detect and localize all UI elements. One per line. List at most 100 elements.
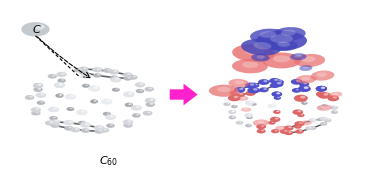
Circle shape xyxy=(274,84,278,86)
Circle shape xyxy=(309,126,316,130)
Circle shape xyxy=(301,114,303,115)
Circle shape xyxy=(249,101,252,103)
Circle shape xyxy=(257,129,266,133)
Ellipse shape xyxy=(275,126,288,131)
Circle shape xyxy=(294,125,302,129)
Ellipse shape xyxy=(301,77,310,81)
Ellipse shape xyxy=(295,75,316,84)
Circle shape xyxy=(128,124,131,125)
Circle shape xyxy=(145,98,156,103)
Circle shape xyxy=(320,122,327,126)
Circle shape xyxy=(321,92,325,94)
Circle shape xyxy=(65,94,76,100)
Ellipse shape xyxy=(240,97,245,99)
Ellipse shape xyxy=(257,55,265,59)
Circle shape xyxy=(90,99,98,103)
Circle shape xyxy=(284,130,288,132)
Circle shape xyxy=(316,86,327,92)
Circle shape xyxy=(231,105,238,108)
Circle shape xyxy=(298,86,311,92)
Text: $\mathit{C}$: $\mathit{C}$ xyxy=(32,23,41,35)
Circle shape xyxy=(146,102,155,107)
Circle shape xyxy=(56,72,67,77)
Circle shape xyxy=(309,127,312,128)
Circle shape xyxy=(292,88,301,93)
Circle shape xyxy=(239,88,244,90)
Circle shape xyxy=(110,115,114,117)
Ellipse shape xyxy=(254,42,272,50)
Circle shape xyxy=(288,126,292,128)
Ellipse shape xyxy=(281,30,296,36)
Circle shape xyxy=(236,121,244,125)
Circle shape xyxy=(304,102,306,103)
Circle shape xyxy=(94,100,97,101)
Ellipse shape xyxy=(245,47,264,55)
Circle shape xyxy=(298,86,311,92)
Circle shape xyxy=(305,126,313,130)
Circle shape xyxy=(56,94,63,98)
Circle shape xyxy=(54,124,58,125)
Circle shape xyxy=(50,123,60,128)
Circle shape xyxy=(128,103,132,105)
Circle shape xyxy=(79,70,88,75)
Circle shape xyxy=(109,69,119,75)
Circle shape xyxy=(254,84,258,85)
Circle shape xyxy=(50,119,60,125)
Circle shape xyxy=(229,116,236,119)
Circle shape xyxy=(272,104,275,106)
Circle shape xyxy=(278,80,282,82)
Circle shape xyxy=(232,116,235,118)
Circle shape xyxy=(88,86,100,91)
Circle shape xyxy=(312,119,316,120)
Circle shape xyxy=(103,68,112,73)
Circle shape xyxy=(316,105,325,110)
Circle shape xyxy=(249,116,251,118)
Ellipse shape xyxy=(228,79,249,87)
Circle shape xyxy=(271,129,279,133)
Circle shape xyxy=(303,82,307,84)
Circle shape xyxy=(85,129,88,131)
Circle shape xyxy=(234,96,239,98)
Circle shape xyxy=(301,101,307,105)
Ellipse shape xyxy=(236,96,248,101)
Ellipse shape xyxy=(329,92,342,97)
Circle shape xyxy=(94,129,104,134)
Circle shape xyxy=(115,88,119,90)
Circle shape xyxy=(81,73,91,78)
Circle shape xyxy=(223,102,231,106)
Circle shape xyxy=(321,87,325,89)
Circle shape xyxy=(316,91,327,97)
Circle shape xyxy=(317,118,324,121)
Circle shape xyxy=(127,73,131,75)
Circle shape xyxy=(112,88,120,92)
Circle shape xyxy=(297,125,300,127)
Circle shape xyxy=(94,125,104,130)
Circle shape xyxy=(85,123,89,125)
Circle shape xyxy=(249,83,259,88)
Circle shape xyxy=(300,96,305,98)
Ellipse shape xyxy=(290,53,307,60)
Circle shape xyxy=(277,82,282,84)
Circle shape xyxy=(150,103,153,105)
Circle shape xyxy=(297,110,301,112)
Circle shape xyxy=(245,91,256,96)
Circle shape xyxy=(334,106,337,108)
Circle shape xyxy=(253,103,256,104)
Circle shape xyxy=(272,91,282,97)
Circle shape xyxy=(110,124,113,126)
Circle shape xyxy=(70,127,80,132)
Ellipse shape xyxy=(303,66,308,69)
Circle shape xyxy=(140,90,143,91)
Ellipse shape xyxy=(278,42,290,47)
Circle shape xyxy=(147,111,151,113)
Circle shape xyxy=(316,86,327,92)
Circle shape xyxy=(291,79,303,85)
Circle shape xyxy=(271,81,283,87)
Circle shape xyxy=(324,105,326,106)
Circle shape xyxy=(259,87,269,92)
Circle shape xyxy=(49,116,58,120)
Circle shape xyxy=(25,95,34,100)
Circle shape xyxy=(106,112,109,114)
Circle shape xyxy=(48,74,57,79)
Circle shape xyxy=(33,83,43,88)
